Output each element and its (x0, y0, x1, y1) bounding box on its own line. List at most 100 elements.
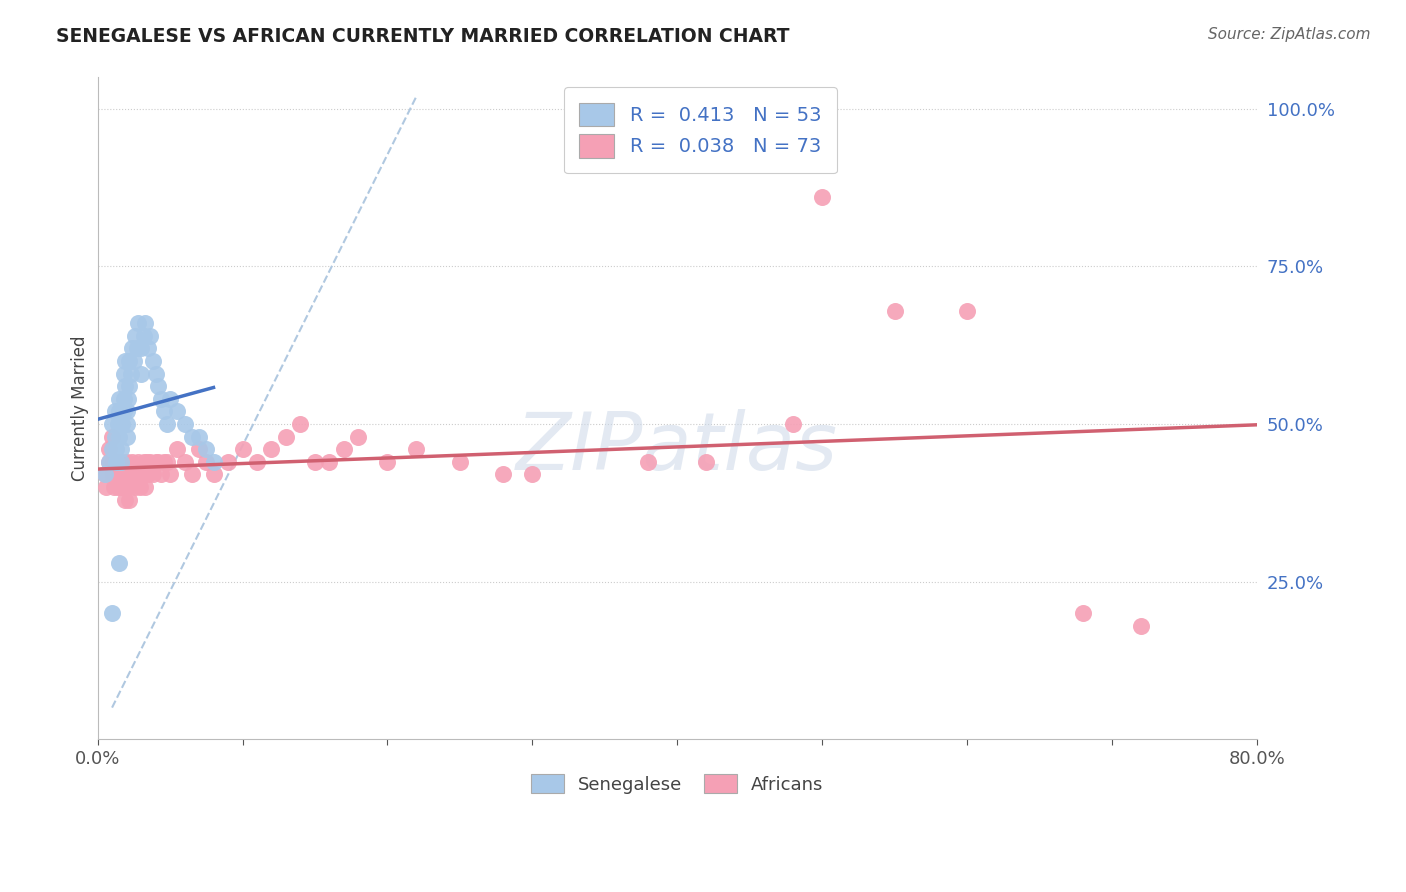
Point (139, 455, 162, 469)
Point (110, 467, 132, 482)
Point (108, 392, 131, 406)
Point (122, 354, 145, 368)
Point (173, 455, 195, 469)
Point (114, 379, 136, 393)
Point (148, 455, 170, 469)
Point (153, 455, 176, 469)
Point (150, 392, 173, 406)
Point (347, 430, 370, 444)
Point (101, 606, 124, 620)
Point (108, 455, 131, 469)
Point (107, 467, 129, 482)
Point (101, 455, 124, 469)
Point (94, 467, 117, 482)
Point (111, 417, 134, 431)
Point (125, 342, 148, 356)
Point (101, 417, 124, 431)
Point (1071, 606, 1094, 620)
Point (132, 328, 155, 343)
Point (148, 379, 170, 393)
Point (118, 354, 141, 368)
Point (173, 417, 195, 431)
Point (124, 328, 146, 343)
Point (120, 467, 142, 482)
Point (121, 455, 143, 469)
Point (108, 430, 131, 444)
Point (195, 455, 218, 469)
Point (104, 430, 127, 444)
Point (188, 442, 211, 457)
Point (124, 480, 146, 494)
Point (110, 480, 132, 494)
Point (134, 316, 156, 330)
Point (107, 480, 129, 494)
Point (132, 455, 155, 469)
Point (118, 379, 141, 393)
Point (120, 367, 142, 381)
Point (782, 417, 804, 431)
Point (883, 303, 905, 318)
Point (156, 455, 179, 469)
Point (246, 455, 269, 469)
Point (405, 442, 427, 457)
Point (105, 442, 128, 457)
Point (522, 467, 544, 482)
Point (134, 480, 156, 494)
Point (103, 480, 125, 494)
Point (180, 430, 202, 444)
Point (108, 556, 131, 570)
Point (105, 455, 128, 469)
Point (115, 404, 138, 418)
Point (98, 442, 121, 457)
Point (1130, 618, 1153, 632)
Point (98, 455, 121, 469)
Point (112, 480, 135, 494)
Point (318, 455, 340, 469)
Point (112, 367, 135, 381)
Point (811, 190, 834, 204)
Point (217, 455, 239, 469)
Point (94, 467, 117, 482)
Point (114, 354, 136, 368)
Point (121, 342, 143, 356)
Point (110, 455, 132, 469)
Point (104, 404, 127, 418)
Point (136, 342, 159, 356)
Point (111, 455, 134, 469)
Point (112, 467, 135, 482)
Point (290, 417, 312, 431)
Point (104, 467, 127, 482)
Legend: Senegalese, Africans: Senegalese, Africans (522, 765, 832, 803)
Point (159, 392, 181, 406)
Point (129, 467, 152, 482)
Point (108, 404, 131, 418)
Point (96, 480, 118, 494)
Point (188, 430, 211, 444)
Point (101, 467, 124, 482)
Text: SENEGALESE VS AFRICAN CURRENTLY MARRIED CORRELATION CHART: SENEGALESE VS AFRICAN CURRENTLY MARRIED … (56, 27, 790, 45)
Point (159, 467, 181, 482)
Point (304, 455, 326, 469)
Point (128, 480, 150, 494)
Point (115, 455, 138, 469)
Point (122, 467, 145, 482)
Point (637, 455, 659, 469)
Point (333, 442, 356, 457)
Point (231, 442, 253, 457)
Point (180, 467, 202, 482)
Point (142, 354, 165, 368)
Point (117, 480, 139, 494)
Point (115, 417, 138, 431)
Text: ZIPatlas: ZIPatlas (516, 409, 838, 487)
Point (129, 367, 152, 381)
Point (129, 342, 152, 356)
Point (101, 442, 124, 457)
Point (260, 442, 283, 457)
Point (105, 455, 128, 469)
Point (136, 467, 159, 482)
Point (166, 442, 188, 457)
Point (98, 455, 121, 469)
Point (142, 467, 165, 482)
Point (956, 303, 979, 318)
Point (112, 404, 135, 418)
